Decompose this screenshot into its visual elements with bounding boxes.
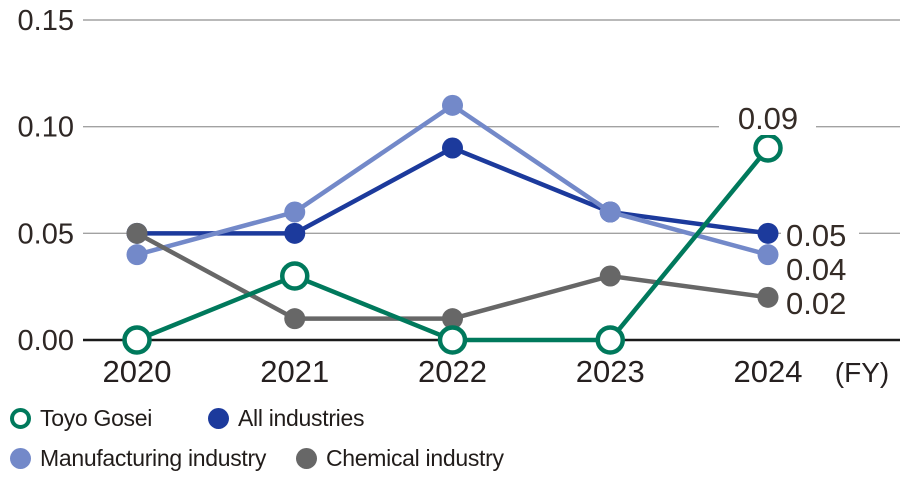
y-tick-label: 0.05 — [18, 218, 74, 250]
legend-label-manufacturing-industry: Manufacturing industry — [40, 444, 267, 471]
end-value-label-all-industries: 0.05 — [786, 218, 846, 253]
data-point-chemical-industry — [126, 222, 148, 244]
data-point-chemical-industry — [599, 265, 621, 287]
legend-item-chemical-industry: Chemical industry — [296, 441, 504, 475]
legend-item-all-industries: All industries — [208, 401, 364, 435]
toyo-gosei-open-circle-icon — [10, 407, 31, 429]
data-point-manufacturing-industry — [757, 244, 779, 266]
label-backing — [781, 285, 859, 320]
x-axis-unit-label: (FY) — [835, 357, 889, 388]
series-line-all-industries — [137, 145, 769, 236]
x-tick-label: 2020 — [103, 354, 172, 389]
end-value-labels: 0.09 0.050.040.02 — [719, 95, 859, 321]
x-tick-label: 2021 — [260, 354, 329, 389]
legend-row-2: Manufacturing industry Chemical industry — [10, 441, 504, 475]
data-point-toyo-gosei — [595, 325, 625, 355]
x-tick-label: 2022 — [418, 354, 487, 389]
x-axis-labels: 2020 2021 2022 2023 2024 (FY) — [103, 354, 890, 389]
label-backing — [719, 95, 816, 135]
manufacturing-industry-dot-icon — [10, 447, 31, 469]
x-tick-label: 2024 — [734, 354, 803, 389]
legend-label-all-industries: All industries — [238, 404, 365, 431]
legend-label-toyo-gosei: Toyo Gosei — [40, 404, 153, 431]
y-axis-tick-labels: 0.00 0.05 0.10 0.15 — [18, 5, 74, 357]
chart-legend: Toyo Gosei All industries Manufacturing … — [10, 401, 504, 475]
data-point-manufacturing-industry — [442, 94, 463, 116]
end-value-label-manufacturing-industry: 0.04 — [786, 252, 846, 287]
y-tick-label: 0.00 — [18, 325, 74, 357]
label-backing — [781, 251, 859, 286]
data-point-toyo-gosei — [437, 325, 468, 355]
legend-label-chemical-industry: Chemical industry — [326, 444, 504, 471]
data-point-toyo-gosei — [122, 325, 152, 355]
end-value-label-chemical-industry: 0.02 — [786, 286, 846, 321]
series-toyo-gosei — [122, 133, 783, 355]
legend-row-1: Toyo Gosei All industries — [10, 401, 504, 435]
data-point-all-industries — [757, 222, 779, 244]
y-tick-label: 0.15 — [18, 5, 74, 37]
data-point-toyo-gosei — [753, 133, 783, 163]
label-backing — [781, 217, 859, 252]
end-value-label-toyo-gosei: 0.09 — [738, 101, 798, 136]
data-point-manufacturing-industry — [599, 201, 621, 223]
series-all-industries — [126, 137, 779, 244]
series-manufacturing-industry — [126, 94, 779, 266]
data-point-all-industries — [284, 222, 306, 244]
data-point-chemical-industry — [442, 308, 463, 330]
series-chemical-industry — [126, 222, 779, 330]
data-point-chemical-industry — [284, 308, 306, 330]
legend-item-toyo-gosei: Toyo Gosei — [10, 401, 208, 435]
data-point-manufacturing-industry — [284, 201, 306, 223]
chemical-industry-dot-icon — [296, 447, 317, 469]
all-industries-dot-icon — [208, 407, 229, 429]
legend-item-manufacturing-industry: Manufacturing industry — [10, 441, 296, 475]
x-tick-label: 2023 — [576, 354, 645, 389]
data-point-all-industries — [442, 137, 463, 159]
gridlines — [83, 19, 900, 342]
y-tick-label: 0.10 — [18, 112, 74, 144]
data-point-toyo-gosei — [280, 261, 310, 291]
data-point-manufacturing-industry — [126, 244, 148, 266]
data-point-chemical-industry — [757, 286, 779, 308]
series-line-chemical-industry — [135, 231, 769, 321]
